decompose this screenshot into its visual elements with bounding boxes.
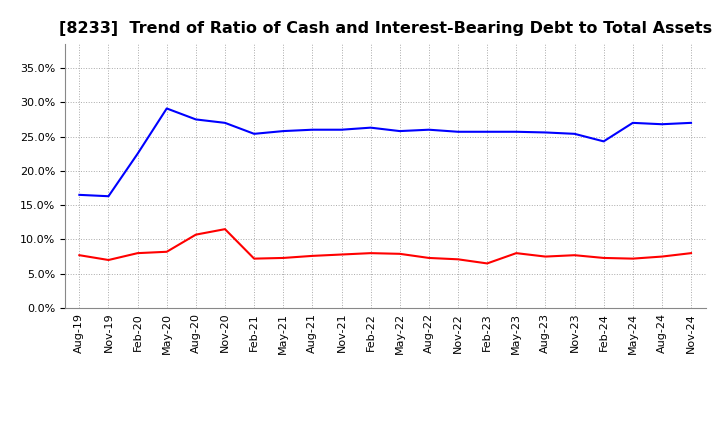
Cash — [250, 256, 258, 261]
Cash — [337, 252, 346, 257]
Interest-Bearing Debt — [483, 129, 492, 134]
Interest-Bearing Debt — [104, 194, 113, 199]
Interest-Bearing Debt — [395, 128, 404, 134]
Interest-Bearing Debt — [192, 117, 200, 122]
Cash — [163, 249, 171, 254]
Cash — [629, 256, 637, 261]
Line: Cash: Cash — [79, 229, 691, 264]
Cash — [657, 254, 666, 259]
Interest-Bearing Debt — [425, 127, 433, 132]
Interest-Bearing Debt — [250, 131, 258, 136]
Interest-Bearing Debt — [570, 131, 579, 136]
Cash — [279, 255, 287, 260]
Cash — [192, 232, 200, 237]
Cash — [220, 227, 229, 232]
Cash — [483, 261, 492, 266]
Cash — [308, 253, 317, 259]
Cash — [425, 255, 433, 260]
Cash — [133, 250, 142, 256]
Interest-Bearing Debt — [629, 120, 637, 125]
Interest-Bearing Debt — [220, 120, 229, 125]
Title: [8233]  Trend of Ratio of Cash and Interest-Bearing Debt to Total Assets: [8233] Trend of Ratio of Cash and Intere… — [58, 21, 712, 36]
Interest-Bearing Debt — [133, 151, 142, 156]
Line: Interest-Bearing Debt: Interest-Bearing Debt — [79, 108, 691, 196]
Cash — [512, 250, 521, 256]
Cash — [687, 250, 696, 256]
Interest-Bearing Debt — [279, 128, 287, 134]
Interest-Bearing Debt — [308, 127, 317, 132]
Interest-Bearing Debt — [599, 139, 608, 144]
Cash — [454, 257, 462, 262]
Interest-Bearing Debt — [512, 129, 521, 134]
Interest-Bearing Debt — [541, 130, 550, 135]
Interest-Bearing Debt — [337, 127, 346, 132]
Cash — [541, 254, 550, 259]
Cash — [395, 251, 404, 257]
Interest-Bearing Debt — [75, 192, 84, 198]
Cash — [366, 250, 375, 256]
Cash — [599, 255, 608, 260]
Interest-Bearing Debt — [657, 121, 666, 127]
Interest-Bearing Debt — [454, 129, 462, 134]
Cash — [104, 257, 113, 263]
Interest-Bearing Debt — [163, 106, 171, 111]
Interest-Bearing Debt — [366, 125, 375, 130]
Cash — [75, 253, 84, 258]
Interest-Bearing Debt — [687, 120, 696, 125]
Cash — [570, 253, 579, 258]
